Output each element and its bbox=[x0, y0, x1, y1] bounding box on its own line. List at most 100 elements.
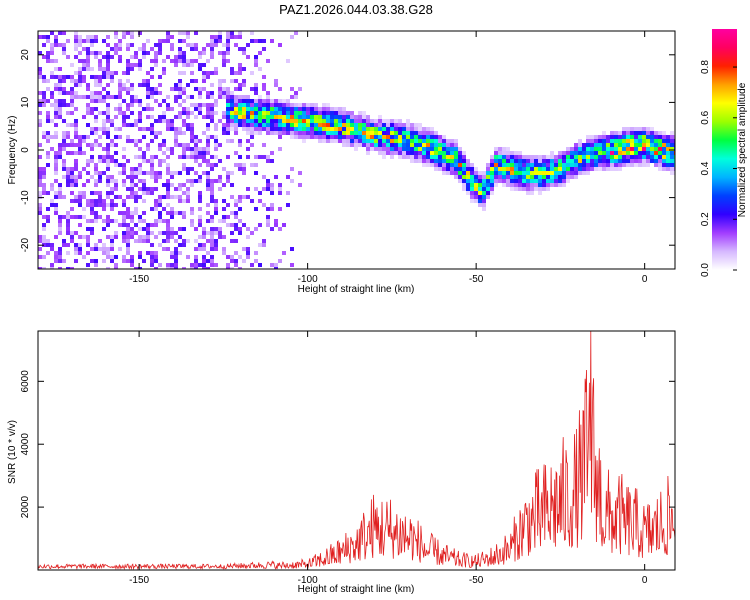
heatmap-cell bbox=[514, 187, 518, 191]
heatmap-cell bbox=[178, 171, 182, 175]
heatmap-cell bbox=[234, 79, 238, 83]
spectrogram-x-tick-label: 0 bbox=[642, 274, 648, 285]
heatmap-cell bbox=[558, 163, 562, 167]
heatmap-cell bbox=[122, 119, 126, 123]
heatmap-cell bbox=[202, 47, 206, 51]
heatmap-cell bbox=[214, 163, 218, 167]
heatmap-cell bbox=[122, 231, 126, 235]
heatmap-cell bbox=[338, 127, 342, 131]
heatmap-cell bbox=[366, 119, 370, 123]
heatmap-cell bbox=[54, 115, 58, 119]
heatmap-cell bbox=[122, 83, 126, 87]
heatmap-cell bbox=[174, 263, 178, 267]
heatmap-cell bbox=[330, 107, 334, 111]
heatmap-cell bbox=[242, 259, 246, 263]
heatmap-cell bbox=[214, 203, 218, 207]
heatmap-cell bbox=[250, 103, 254, 107]
heatmap-cell bbox=[102, 227, 106, 231]
heatmap-cell bbox=[98, 159, 102, 163]
heatmap-cell bbox=[58, 231, 62, 235]
heatmap-cell bbox=[50, 135, 54, 139]
heatmap-cell bbox=[266, 111, 270, 115]
heatmap-cell bbox=[86, 251, 90, 255]
heatmap-cell bbox=[502, 159, 506, 163]
heatmap-cell bbox=[222, 55, 226, 59]
heatmap-cell bbox=[74, 175, 78, 179]
heatmap-cell bbox=[566, 147, 570, 151]
heatmap-cell bbox=[622, 131, 626, 135]
heatmap-cell bbox=[142, 227, 146, 231]
heatmap-cell bbox=[94, 171, 98, 175]
heatmap-cell bbox=[166, 123, 170, 127]
heatmap-cell bbox=[178, 55, 182, 59]
heatmap-cell bbox=[154, 63, 158, 67]
heatmap-cell bbox=[510, 183, 514, 187]
heatmap-cell bbox=[530, 159, 534, 163]
heatmap-cell bbox=[62, 139, 66, 143]
heatmap-cell bbox=[42, 35, 46, 39]
heatmap-cell bbox=[274, 103, 278, 107]
heatmap-cell bbox=[214, 43, 218, 47]
heatmap-cell bbox=[366, 115, 370, 119]
heatmap-cell bbox=[86, 55, 90, 59]
heatmap-cell bbox=[226, 175, 230, 179]
heatmap-cell bbox=[150, 131, 154, 135]
heatmap-cell bbox=[558, 179, 562, 183]
heatmap-cell bbox=[46, 251, 50, 255]
heatmap-cell bbox=[426, 131, 430, 135]
heatmap-cell bbox=[38, 119, 42, 123]
heatmap-cell bbox=[94, 179, 98, 183]
heatmap-cell bbox=[214, 139, 218, 143]
heatmap-cell bbox=[118, 43, 122, 47]
heatmap-cell bbox=[170, 127, 174, 131]
heatmap-cell bbox=[410, 123, 414, 127]
heatmap-cell bbox=[182, 71, 186, 75]
heatmap-cell bbox=[286, 99, 290, 103]
heatmap-cell bbox=[82, 183, 86, 187]
heatmap-cell bbox=[442, 171, 446, 175]
heatmap-cell bbox=[666, 155, 670, 159]
heatmap-cell bbox=[66, 223, 70, 227]
heatmap-cell bbox=[50, 75, 54, 79]
heatmap-cell bbox=[226, 99, 230, 103]
heatmap-cell bbox=[86, 67, 90, 71]
heatmap-cell bbox=[390, 147, 394, 151]
heatmap-cell bbox=[54, 251, 58, 255]
heatmap-cell bbox=[110, 235, 114, 239]
heatmap-cell bbox=[210, 135, 214, 139]
heatmap-cell bbox=[50, 263, 54, 267]
heatmap-cell bbox=[202, 159, 206, 163]
heatmap-cell bbox=[242, 95, 246, 99]
heatmap-cell bbox=[650, 155, 654, 159]
heatmap-cell bbox=[82, 59, 86, 63]
heatmap-cell bbox=[54, 123, 58, 127]
heatmap-cell bbox=[186, 155, 190, 159]
heatmap-cell bbox=[230, 115, 234, 119]
heatmap-cell bbox=[74, 47, 78, 51]
heatmap-cell bbox=[390, 139, 394, 143]
heatmap-cell bbox=[438, 163, 442, 167]
heatmap-cell bbox=[398, 147, 402, 151]
heatmap-cell bbox=[234, 163, 238, 167]
heatmap-cell bbox=[134, 139, 138, 143]
heatmap-cell bbox=[98, 215, 102, 219]
heatmap-cell bbox=[74, 95, 78, 99]
heatmap-cell bbox=[214, 111, 218, 115]
heatmap-cell bbox=[294, 91, 298, 95]
heatmap-cell bbox=[522, 155, 526, 159]
heatmap-cell bbox=[610, 163, 614, 167]
heatmap-cell bbox=[150, 91, 154, 95]
heatmap-cell bbox=[470, 163, 474, 167]
heatmap-cell bbox=[70, 75, 74, 79]
heatmap-cell bbox=[70, 123, 74, 127]
heatmap-cell bbox=[434, 163, 438, 167]
heatmap-cell bbox=[254, 119, 258, 123]
heatmap-cell bbox=[590, 159, 594, 163]
heatmap-cell bbox=[546, 159, 550, 163]
heatmap-cell bbox=[150, 243, 154, 247]
heatmap-cell bbox=[54, 107, 58, 111]
heatmap-cell bbox=[162, 207, 166, 211]
heatmap-cell bbox=[438, 155, 442, 159]
